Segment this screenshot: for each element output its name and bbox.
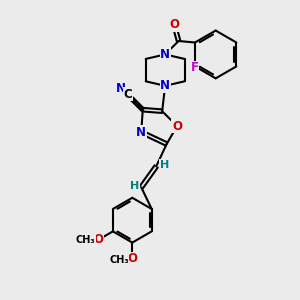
Text: O: O	[94, 233, 104, 246]
Text: N: N	[160, 79, 170, 92]
Text: F: F	[190, 61, 198, 74]
Text: N: N	[116, 82, 126, 95]
Text: CH₃: CH₃	[109, 255, 129, 265]
Text: C: C	[123, 88, 132, 101]
Text: O: O	[127, 253, 137, 266]
Text: H: H	[160, 160, 169, 170]
Text: N: N	[160, 48, 170, 61]
Text: CH₃: CH₃	[75, 235, 95, 245]
Text: N: N	[136, 126, 146, 139]
Text: O: O	[169, 18, 179, 31]
Text: H: H	[130, 181, 139, 191]
Text: O: O	[172, 120, 182, 133]
